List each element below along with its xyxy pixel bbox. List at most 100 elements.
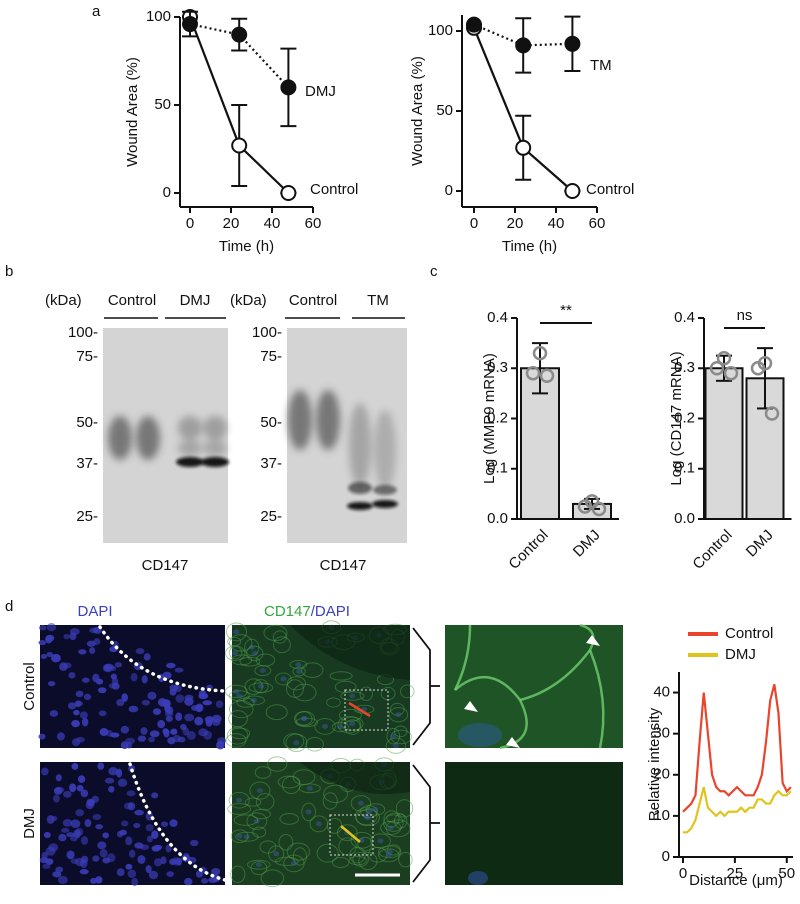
nucleus (395, 712, 402, 718)
replicate-point (577, 499, 593, 514)
image-header: CD147/DAPI (264, 603, 350, 620)
series-label: DMJ (305, 83, 336, 100)
nucleus (108, 785, 115, 793)
cell (286, 676, 307, 691)
dapi-image (40, 625, 225, 748)
cell (293, 683, 317, 702)
nucleus (47, 680, 56, 687)
cell (267, 756, 288, 772)
nucleus (141, 675, 148, 684)
x-tick-label: Control (689, 527, 735, 573)
nucleus (147, 691, 157, 700)
marker-label: 75- (76, 348, 98, 365)
cell (224, 645, 246, 661)
nucleus (296, 668, 303, 674)
nucleus (38, 733, 46, 740)
nucleus (95, 876, 103, 884)
nucleus (169, 819, 178, 828)
blot-band (372, 500, 398, 508)
cell (279, 812, 300, 825)
nucleus (53, 794, 60, 803)
y-tick-label: 100 (428, 22, 453, 39)
nucleus (76, 784, 84, 792)
point (564, 183, 581, 199)
cell (268, 845, 285, 863)
nucleus (152, 708, 162, 716)
cell (349, 846, 366, 864)
cell (274, 672, 292, 686)
cell (336, 824, 358, 841)
nucleus (202, 700, 213, 706)
nucleus (102, 832, 110, 839)
image-header: DAPI (77, 603, 112, 620)
nucleus (385, 852, 392, 858)
y-tick-label: 0.0 (674, 510, 695, 527)
nucleus (164, 704, 171, 713)
profile-line (340, 825, 361, 843)
cell (228, 645, 243, 660)
nucleus (102, 664, 110, 672)
nucleus (233, 688, 240, 694)
lane-group-label: Control (289, 292, 337, 309)
nucleus (60, 827, 70, 833)
zoom-image (445, 762, 623, 885)
blot-band (373, 485, 397, 495)
nucleus (97, 687, 107, 694)
nucleus (169, 858, 177, 865)
y-tick-label: 40 (653, 684, 670, 701)
nucleus (71, 719, 80, 728)
point (280, 185, 297, 201)
nucleus (372, 806, 379, 812)
nucleus (110, 732, 120, 738)
row-label: DMJ (21, 808, 38, 839)
cell (292, 847, 307, 866)
y-axis-label: Log (MMP9 mRNA) (481, 353, 498, 484)
nucleus (184, 877, 193, 886)
nucleus (175, 694, 185, 703)
cell (225, 733, 247, 748)
nucleus (69, 628, 80, 636)
nucleus (357, 800, 364, 806)
cell (260, 869, 285, 888)
marker-label: 37- (76, 455, 98, 472)
nucleus (232, 650, 239, 656)
nucleus (127, 802, 136, 811)
panel-label: b (5, 263, 13, 280)
cell (244, 678, 263, 695)
y-tick-label: 0.0 (487, 510, 508, 527)
zoom-bracket (412, 627, 431, 746)
series-label: Control (586, 181, 634, 198)
nucleus (86, 640, 96, 647)
cell (359, 686, 373, 701)
nucleus (157, 698, 167, 707)
nucleus (146, 835, 153, 843)
blot-smear (288, 390, 312, 450)
marker-label: 100- (252, 324, 282, 341)
nucleus (46, 652, 54, 658)
nucleus (38, 640, 47, 646)
cell (337, 715, 362, 734)
cell-edge (454, 675, 528, 750)
nucleus (233, 629, 240, 635)
nucleus (108, 767, 118, 776)
nucleus (102, 857, 111, 864)
arrowhead (586, 635, 600, 646)
replicate-point (709, 361, 725, 376)
y-axis-label: Wound Area (%) (124, 57, 141, 167)
cell (400, 684, 415, 699)
cell-edge (588, 649, 605, 749)
nucleus (211, 867, 221, 876)
nucleus (120, 725, 130, 734)
blot-smear (349, 403, 371, 487)
nucleus (120, 820, 129, 827)
nucleus (184, 713, 195, 722)
cell (383, 810, 400, 828)
nucleus (53, 787, 63, 795)
x-tick-label: 0 (186, 215, 194, 232)
cell (301, 662, 324, 678)
point (564, 35, 581, 52)
y-tick-label: 0 (445, 182, 453, 199)
y-tick-label: 0 (163, 184, 171, 201)
nucleus (75, 736, 85, 743)
